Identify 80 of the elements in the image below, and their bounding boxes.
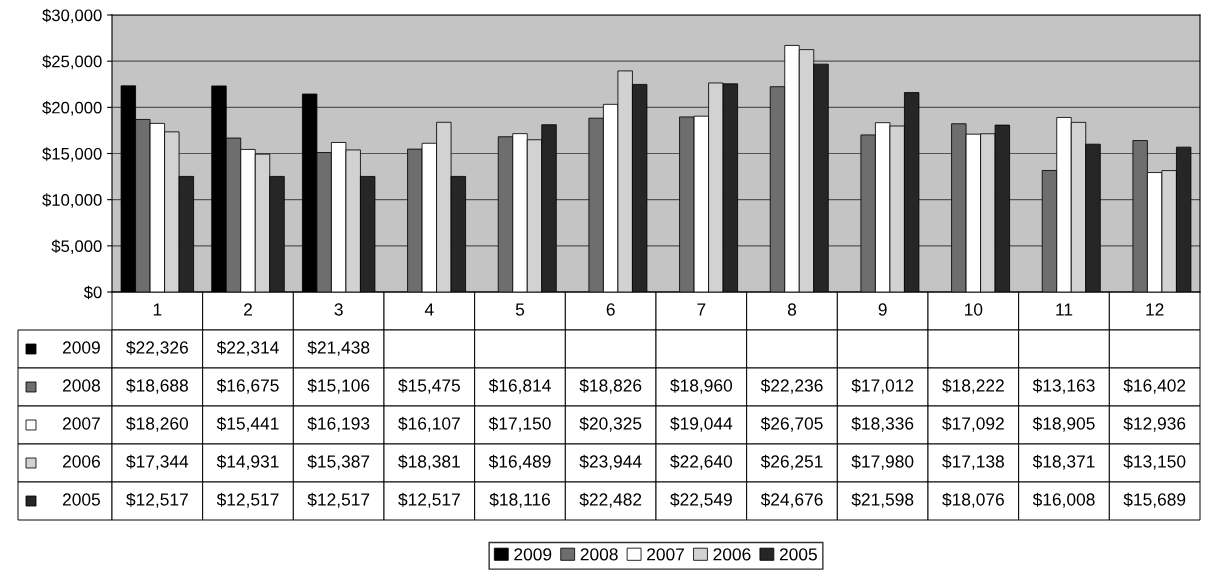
x-tick-label: 7 — [697, 303, 706, 316]
data-label: $22,482 — [579, 492, 642, 508]
legend-label: 2005 — [62, 493, 100, 506]
data-label: $20,325 — [579, 416, 642, 432]
y-tick-label: $15,000 — [42, 147, 102, 162]
data-label: $16,008 — [1032, 492, 1095, 508]
data-label: $16,489 — [488, 454, 551, 470]
x-tick-label: 3 — [334, 303, 343, 316]
data-label: $15,387 — [307, 454, 370, 470]
data-label: $18,222 — [942, 378, 1004, 394]
data-label: $17,012 — [851, 378, 914, 394]
data-label: $18,381 — [398, 454, 460, 470]
data-label: $13,150 — [1123, 454, 1186, 470]
data-label: $17,092 — [942, 416, 1004, 432]
data-label: $12,517 — [307, 492, 370, 508]
data-label: $23,944 — [579, 454, 642, 470]
data-label: $21,598 — [851, 492, 914, 508]
x-tick-label: 4 — [424, 303, 434, 316]
data-label: $18,905 — [1032, 416, 1095, 432]
x-tick-label: 10 — [965, 303, 983, 316]
data-label: $16,402 — [1123, 378, 1186, 394]
data-label: $15,689 — [1123, 492, 1186, 508]
y-tick-label: $25,000 — [42, 54, 102, 70]
data-label: $12,517 — [216, 492, 279, 508]
data-label: $15,475 — [398, 378, 460, 394]
data-label: $22,326 — [126, 340, 188, 356]
legend-label: 2007 — [62, 417, 100, 430]
data-label: $15,441 — [216, 416, 279, 432]
data-label: $21,438 — [307, 340, 370, 356]
data-label: $22,549 — [670, 492, 732, 508]
data-label: $18,826 — [579, 378, 642, 394]
y-tick-label: $20,000 — [42, 101, 102, 116]
data-label: $14,931 — [216, 454, 279, 470]
data-label: $22,640 — [670, 454, 733, 470]
data-label: $12,517 — [126, 492, 188, 508]
data-label: $16,814 — [488, 378, 551, 394]
data-label: $18,260 — [126, 416, 189, 432]
data-label: $18,076 — [942, 492, 1004, 508]
data-label: $26,705 — [760, 416, 823, 432]
data-label: $15,106 — [307, 378, 370, 394]
data-label: $18,688 — [126, 378, 188, 394]
data-label: $13,163 — [1032, 378, 1095, 394]
text: 2007 — [647, 548, 684, 561]
data-label: $22,236 — [760, 378, 823, 394]
legend-label: 2008 — [62, 379, 100, 392]
x-tick-label: 2 — [244, 303, 252, 316]
x-tick-label: 9 — [878, 303, 887, 316]
data-label: $26,251 — [760, 454, 823, 470]
data-label: $18,371 — [1032, 454, 1095, 470]
x-tick-label: 6 — [606, 303, 615, 316]
x-tick-label: 5 — [515, 303, 525, 316]
y-tick-label: $5,000 — [51, 239, 102, 255]
y-tick-label: $30,000 — [42, 8, 102, 24]
legend-label: 2006 — [62, 455, 100, 468]
y-tick-label: $10,000 — [42, 193, 102, 208]
x-tick-label: 11 — [1056, 303, 1073, 316]
x-tick-label: 1 — [153, 303, 162, 316]
text: 2006 — [713, 548, 751, 561]
x-tick-label: 8 — [787, 303, 797, 316]
text: 2005 — [779, 548, 817, 561]
data-label: $18,336 — [851, 416, 914, 432]
data-label: $17,138 — [942, 454, 1004, 470]
text: 2009 — [514, 548, 552, 561]
data-label: $17,980 — [851, 454, 914, 470]
data-label: $18,960 — [670, 378, 733, 394]
data-label: $24,676 — [760, 492, 823, 508]
data-label: $17,344 — [126, 454, 189, 470]
data-label: $18,116 — [489, 492, 550, 508]
data-label: $17,150 — [488, 416, 551, 432]
y-tick-label: $0 — [83, 285, 102, 300]
x-tick-label: 12 — [1146, 303, 1164, 316]
text: 2008 — [580, 548, 618, 561]
data-label: $22,314 — [216, 340, 279, 356]
data-label: $16,107 — [398, 416, 460, 432]
data-label: $16,675 — [216, 378, 279, 394]
legend-label: 2009 — [62, 341, 100, 354]
data-label: $12,936 — [1123, 416, 1186, 432]
data-label: $12,517 — [398, 492, 460, 508]
data-label: $16,193 — [307, 416, 370, 432]
data-label: $19,044 — [670, 416, 733, 432]
